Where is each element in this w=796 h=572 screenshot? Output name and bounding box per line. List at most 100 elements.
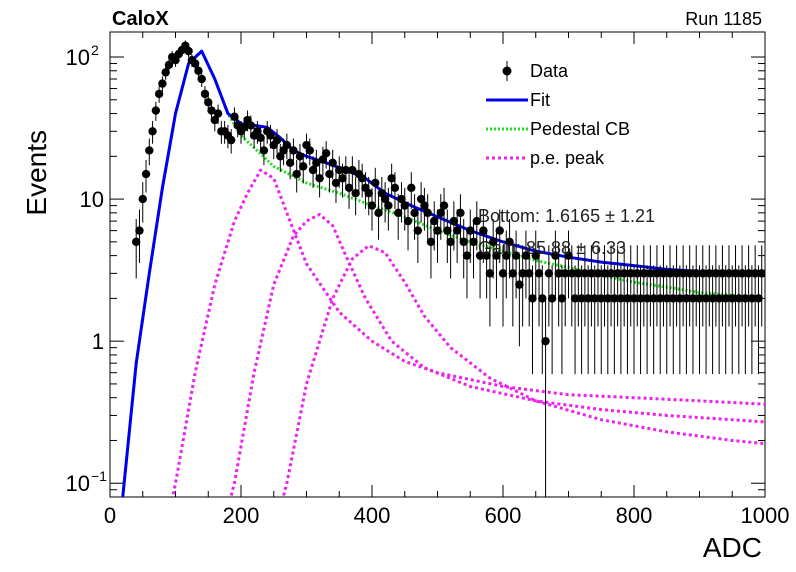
data-point xyxy=(597,294,606,303)
x-tick-label: 600 xyxy=(485,503,522,528)
data-point xyxy=(551,251,560,260)
data-point xyxy=(479,226,488,235)
data-point xyxy=(692,269,701,278)
data-point xyxy=(652,269,662,278)
legend-label: Fit xyxy=(530,90,550,110)
data-point xyxy=(462,251,472,260)
data-point xyxy=(394,208,403,218)
data-point xyxy=(541,336,550,346)
data-point xyxy=(583,294,593,303)
data-point xyxy=(495,226,504,235)
data-point xyxy=(587,269,596,278)
data-point xyxy=(413,226,423,235)
data-point xyxy=(141,169,151,179)
data-point xyxy=(469,237,478,247)
data-point xyxy=(292,169,301,179)
data-point xyxy=(299,162,308,171)
data-point xyxy=(154,89,164,99)
legend: Data Fit Pedestal CB p.e. peak xyxy=(486,61,630,168)
data-point xyxy=(197,74,206,84)
data-point xyxy=(734,294,743,303)
data-point xyxy=(367,201,377,210)
data-point xyxy=(701,294,711,303)
data-point xyxy=(688,294,698,303)
data-points-layer xyxy=(132,40,765,497)
pe-peak-curve-2 xyxy=(229,212,765,497)
data-point xyxy=(390,183,400,193)
data-point xyxy=(456,208,465,218)
data-point xyxy=(351,189,360,198)
legend-marker-data xyxy=(502,66,512,76)
data-point xyxy=(348,165,357,175)
data-point xyxy=(544,269,554,278)
data-point xyxy=(466,226,475,235)
y-tick-label: 10 xyxy=(66,471,90,496)
data-point xyxy=(554,269,563,278)
annotation-gain: Gain: 85.88 ± 6.33 xyxy=(478,238,626,258)
x-tick-label: 200 xyxy=(223,503,260,528)
data-point xyxy=(138,194,147,204)
data-point xyxy=(488,237,498,247)
data-point xyxy=(659,269,668,278)
data-point xyxy=(518,269,527,278)
data-point xyxy=(318,155,328,164)
data-point xyxy=(561,269,570,278)
data-point xyxy=(662,294,671,303)
data-point xyxy=(600,269,609,278)
data-point xyxy=(135,226,144,235)
data-point xyxy=(737,269,747,278)
data-point xyxy=(705,269,714,278)
data-point xyxy=(416,194,426,204)
data-point xyxy=(685,269,694,278)
data-point xyxy=(721,294,730,303)
data-point xyxy=(397,194,406,204)
data-point xyxy=(511,251,521,260)
data-point xyxy=(210,115,219,125)
experiment-label: CaloX xyxy=(112,8,169,30)
y-tick-label: 10 xyxy=(80,187,104,212)
data-point xyxy=(547,294,557,303)
data-point xyxy=(430,216,439,226)
data-point xyxy=(164,60,174,70)
data-point xyxy=(603,294,612,303)
data-point xyxy=(741,294,750,303)
data-point xyxy=(649,294,658,303)
data-point xyxy=(492,251,501,260)
data-point xyxy=(331,178,341,188)
data-point xyxy=(436,208,445,218)
data-point xyxy=(570,294,580,303)
data-point xyxy=(610,294,619,303)
x-axis: 0 200 400 600 800 1000 xyxy=(104,32,790,528)
x-tick-label: 1000 xyxy=(741,503,790,528)
data-point xyxy=(439,201,449,210)
data-point xyxy=(145,146,154,155)
data-point xyxy=(482,251,491,260)
data-point xyxy=(256,133,265,143)
data-point xyxy=(132,237,141,247)
data-point xyxy=(190,59,200,68)
data-point xyxy=(750,269,760,278)
data-point xyxy=(295,152,305,161)
data-point xyxy=(387,174,396,183)
data-point xyxy=(623,294,632,303)
data-point xyxy=(708,294,717,303)
data-point xyxy=(534,269,544,278)
data-point xyxy=(672,269,681,278)
data-point xyxy=(590,294,599,303)
data-point xyxy=(731,269,740,278)
y-tick-exponent: −1 xyxy=(91,468,107,484)
data-point xyxy=(757,269,765,278)
data-point xyxy=(289,146,298,155)
data-point xyxy=(475,251,485,260)
data-point xyxy=(472,216,481,226)
data-point xyxy=(384,201,393,210)
data-point xyxy=(315,174,324,183)
data-point xyxy=(443,226,452,235)
legend-label: p.e. peak xyxy=(530,148,605,168)
data-point xyxy=(695,294,704,303)
data-point xyxy=(341,165,350,175)
data-point xyxy=(282,140,292,150)
y-tick-label: 1 xyxy=(92,329,104,354)
data-point xyxy=(616,294,626,303)
